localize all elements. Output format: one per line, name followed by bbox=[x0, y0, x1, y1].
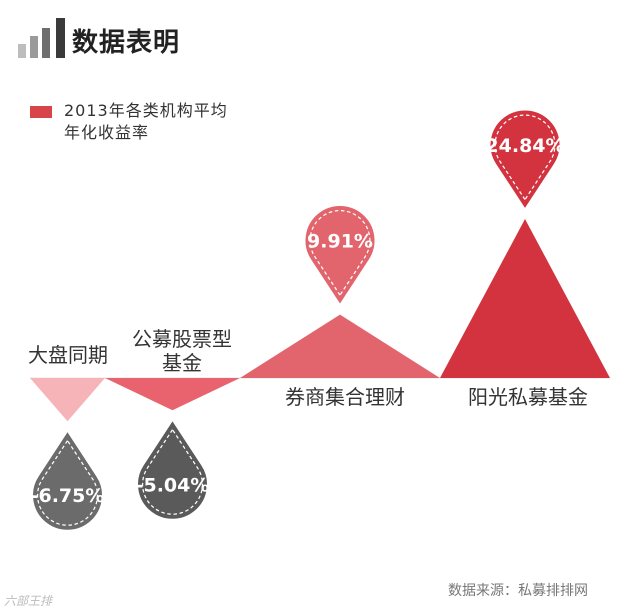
legend-label: 2013年各类机构平均年化收益率 bbox=[64, 101, 228, 142]
header-bar-3 bbox=[42, 28, 50, 58]
page-title: 数据表明 bbox=[72, 28, 181, 58]
bar-0 bbox=[30, 378, 105, 422]
category-label-1-0: 公募股票型 bbox=[132, 327, 232, 351]
pin-1 bbox=[138, 421, 207, 519]
data-source: 数据来源：私募排排网 bbox=[448, 583, 588, 599]
category-label-3-0: 阳光私募基金 bbox=[468, 385, 588, 409]
header-bar-1 bbox=[18, 44, 26, 58]
category-label-2-0: 券商集合理财 bbox=[285, 385, 405, 409]
legend-swatch bbox=[30, 106, 52, 118]
watermark: 六部王排 bbox=[4, 594, 53, 608]
data-label-3: 24.84% bbox=[485, 135, 564, 157]
category-label-1-1: 基金 bbox=[162, 351, 202, 375]
bar-3 bbox=[440, 219, 610, 378]
header-bar-2 bbox=[30, 36, 38, 58]
pin-3 bbox=[490, 110, 560, 208]
data-label-1: -5.04% bbox=[136, 474, 210, 496]
category-label-0-0: 大盘同期 bbox=[28, 343, 108, 367]
header-bar-4 bbox=[56, 18, 65, 58]
bar-2 bbox=[240, 314, 440, 378]
pin-0 bbox=[33, 432, 102, 530]
header bbox=[18, 18, 318, 58]
bar-1 bbox=[105, 378, 240, 411]
pin-2 bbox=[305, 206, 375, 304]
data-label-2: 9.91% bbox=[307, 231, 373, 253]
data-label-0: -6.75% bbox=[31, 485, 105, 507]
